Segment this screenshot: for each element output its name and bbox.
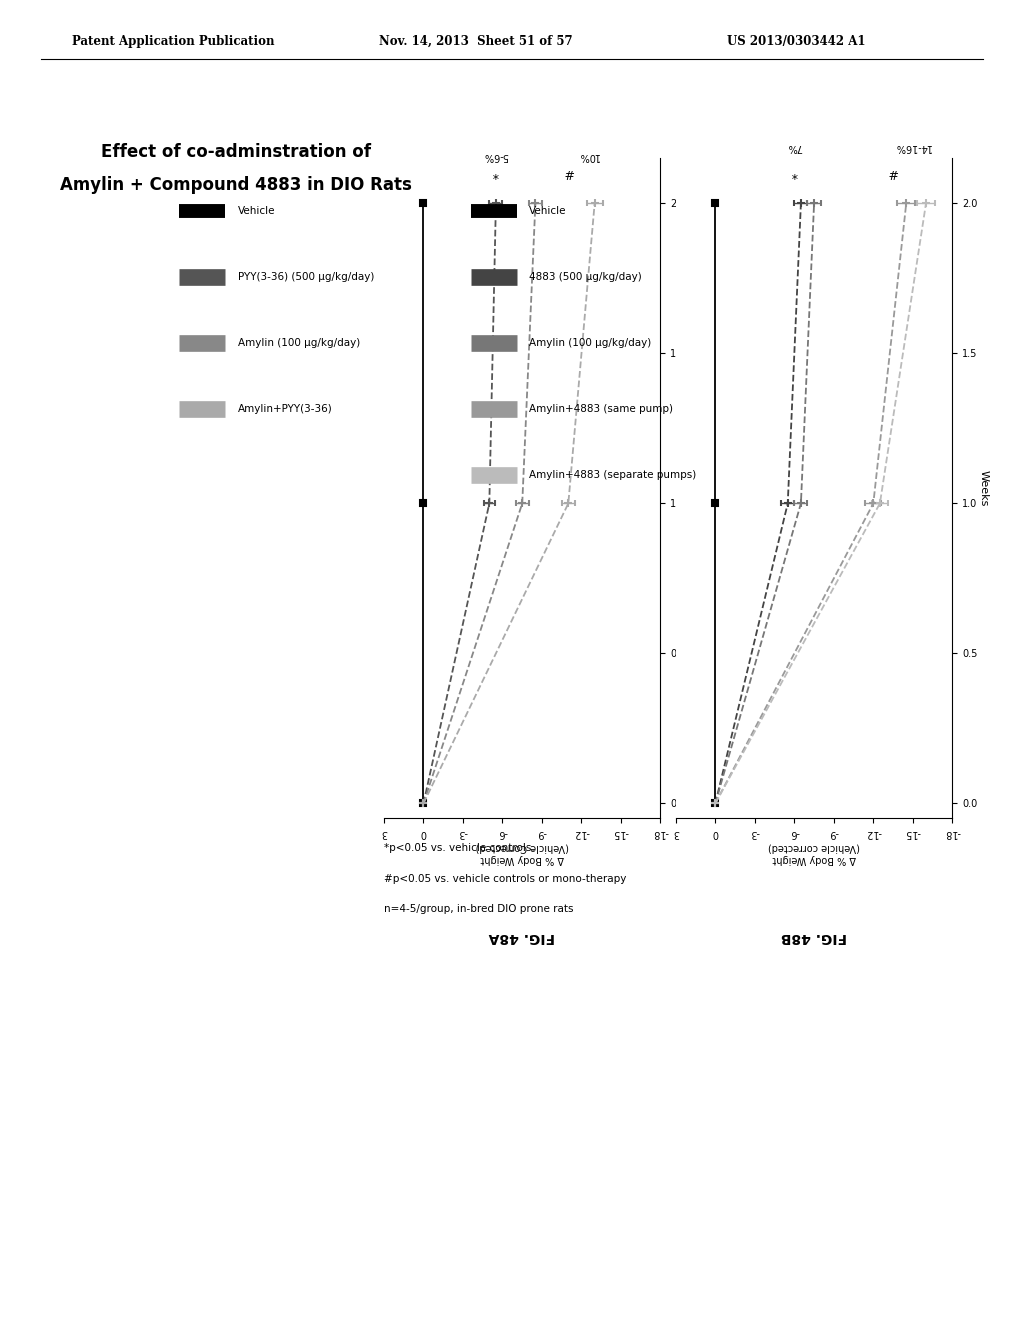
Text: 14-16%: 14-16% (894, 143, 932, 152)
X-axis label: Δ % Body Weight
(Vehicle Corrected): Δ % Body Weight (Vehicle Corrected) (475, 842, 569, 863)
Text: PYY(3-36) (500 μg/kg/day): PYY(3-36) (500 μg/kg/day) (238, 272, 374, 282)
Text: Nov. 14, 2013  Sheet 51 of 57: Nov. 14, 2013 Sheet 51 of 57 (379, 34, 572, 48)
Text: US 2013/0303442 A1: US 2013/0303442 A1 (727, 34, 865, 48)
Text: 7%: 7% (786, 143, 802, 152)
Text: *: * (493, 166, 499, 180)
Text: Patent Application Publication: Patent Application Publication (72, 34, 274, 48)
Y-axis label: Week: Week (687, 473, 696, 504)
Text: FIG. 48B: FIG. 48B (781, 931, 847, 944)
Text: Amylin+4883 (separate pumps): Amylin+4883 (separate pumps) (529, 470, 696, 480)
Y-axis label: Weeks: Weeks (979, 470, 988, 507)
Text: 4883 (500 μg/kg/day): 4883 (500 μg/kg/day) (529, 272, 642, 282)
Text: Vehicle: Vehicle (529, 206, 567, 216)
Text: FIG. 48A: FIG. 48A (489, 931, 555, 944)
Text: Amylin + Compound 4883 in DIO Rats: Amylin + Compound 4883 in DIO Rats (59, 176, 412, 194)
Text: Amylin (100 μg/kg/day): Amylin (100 μg/kg/day) (238, 338, 359, 348)
Text: Amylin (100 μg/kg/day): Amylin (100 μg/kg/day) (529, 338, 651, 348)
Text: 10%: 10% (578, 152, 599, 161)
Text: #p<0.05 vs. vehicle controls or mono-therapy: #p<0.05 vs. vehicle controls or mono-the… (384, 874, 627, 884)
Text: 5-6%: 5-6% (483, 152, 508, 161)
Text: Amylin+4883 (same pump): Amylin+4883 (same pump) (529, 404, 674, 414)
X-axis label: Δ % Body Weight
(Vehicle corrected): Δ % Body Weight (Vehicle corrected) (768, 842, 860, 863)
Text: Vehicle: Vehicle (238, 206, 275, 216)
Text: *p<0.05 vs. vehicle controls.: *p<0.05 vs. vehicle controls. (384, 843, 535, 854)
Text: #: # (888, 166, 898, 180)
Text: #: # (563, 166, 573, 180)
Text: *: * (792, 166, 798, 180)
Text: Amylin+PYY(3-36): Amylin+PYY(3-36) (238, 404, 333, 414)
Text: Effect of co-adminstration of: Effect of co-adminstration of (100, 143, 371, 161)
Text: n=4-5/group, in-bred DIO prone rats: n=4-5/group, in-bred DIO prone rats (384, 904, 573, 915)
